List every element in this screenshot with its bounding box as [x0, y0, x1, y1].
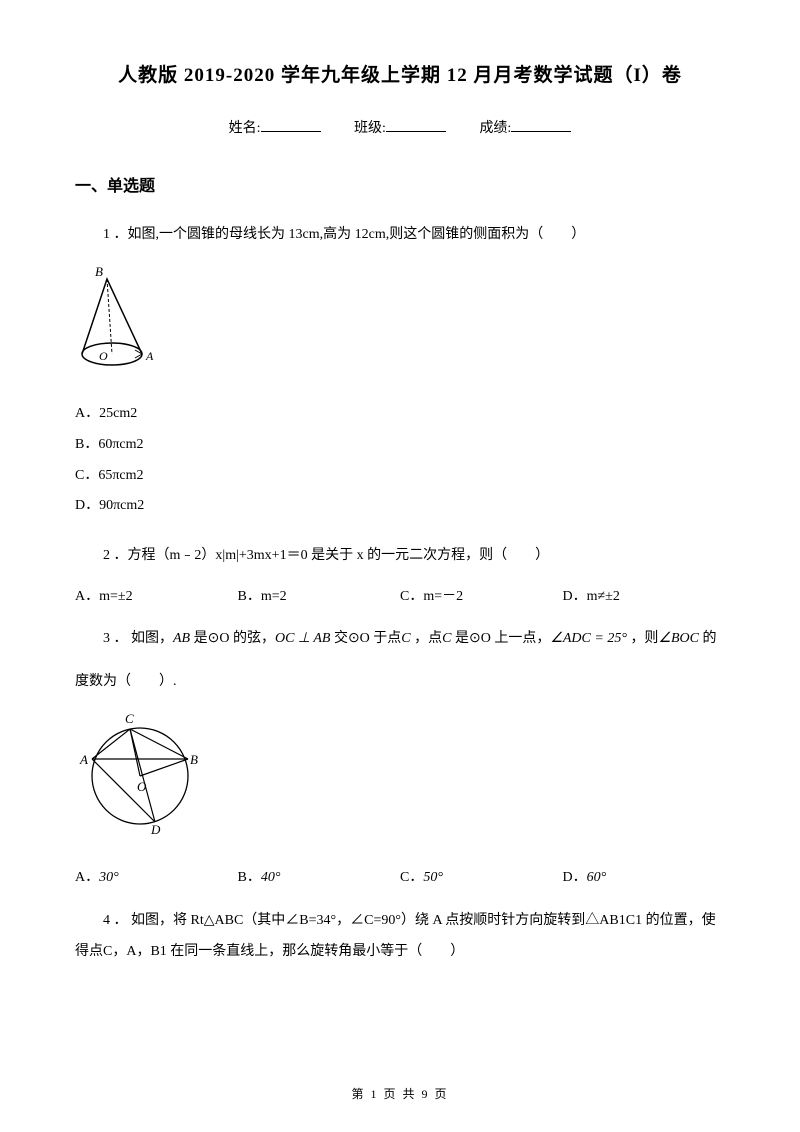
- circle-label-d: D: [150, 822, 161, 837]
- circle-label-a: A: [79, 752, 88, 767]
- class-blank: [386, 131, 446, 132]
- q3-options: A．30° B．40° C．50° D．60°: [75, 866, 725, 886]
- question-3-text: 3 ． 如图，AB 是⊙O 的弦，OC ⊥ AB 交⊙O 于点C ，点C 是⊙O…: [75, 625, 725, 653]
- q3-opt-b: B．40°: [238, 866, 401, 886]
- cone-label-o: O: [99, 349, 108, 363]
- q2-opt-d: D．m≠±2: [563, 585, 726, 605]
- figure-circle: A B C O D: [75, 711, 725, 846]
- question-2-text: 2 ．方程（m﹣2）x|m|+3mx+1＝0 是关于 x 的一元二次方程，则（ …: [75, 542, 725, 570]
- q1-options: A．25cm2 B．60πcm2 C．65πcm2 D．90πcm2: [75, 399, 725, 522]
- q2-options: A．m=±2 B．m=2 C．m=－2 D．m≠±2: [75, 585, 725, 605]
- section-1-header: 一、单选题: [75, 172, 725, 196]
- circle-label-c: C: [125, 711, 134, 726]
- q2-opt-c: C．m=－2: [400, 585, 563, 605]
- page-footer: 第 1 页 共 9 页: [0, 1085, 800, 1102]
- q2-opt-b: B．m=2: [238, 585, 401, 605]
- name-blank: [261, 131, 321, 132]
- class-label: 班级:: [354, 117, 386, 137]
- student-info-row: 姓名: 班级: 成绩:: [75, 117, 725, 137]
- cone-label-a: A: [145, 349, 154, 363]
- name-label: 姓名:: [229, 117, 261, 137]
- q3-opt-c: C．50°: [400, 866, 563, 886]
- figure-cone: B O A: [75, 264, 725, 379]
- q1-opt-b: B．60πcm2: [75, 430, 725, 461]
- question-1-text: 1 ．如图,一个圆锥的母线长为 13cm,高为 12cm,则这个圆锥的侧面积为（…: [75, 221, 725, 249]
- score-blank: [511, 131, 571, 132]
- score-label: 成绩:: [479, 117, 511, 137]
- q1-opt-c: C．65πcm2: [75, 461, 725, 492]
- q1-opt-a: A．25cm2: [75, 399, 725, 430]
- exam-title: 人教版 2019-2020 学年九年级上学期 12 月月考数学试题（I）卷: [75, 60, 725, 87]
- q2-opt-a: A．m=±2: [75, 585, 238, 605]
- q1-opt-d: D．90πcm2: [75, 491, 725, 522]
- question-3-suffix: 度数为（ ）.: [75, 668, 725, 696]
- cone-label-b: B: [95, 264, 103, 279]
- circle-label-b: B: [190, 752, 198, 767]
- q3-opt-a: A．30°: [75, 866, 238, 886]
- question-4-text: 4 ． 如图，将 Rt△ABC（其中∠B=34°，∠C=90°）绕 A 点按顺时…: [75, 906, 725, 968]
- q3-opt-d: D．60°: [563, 866, 726, 886]
